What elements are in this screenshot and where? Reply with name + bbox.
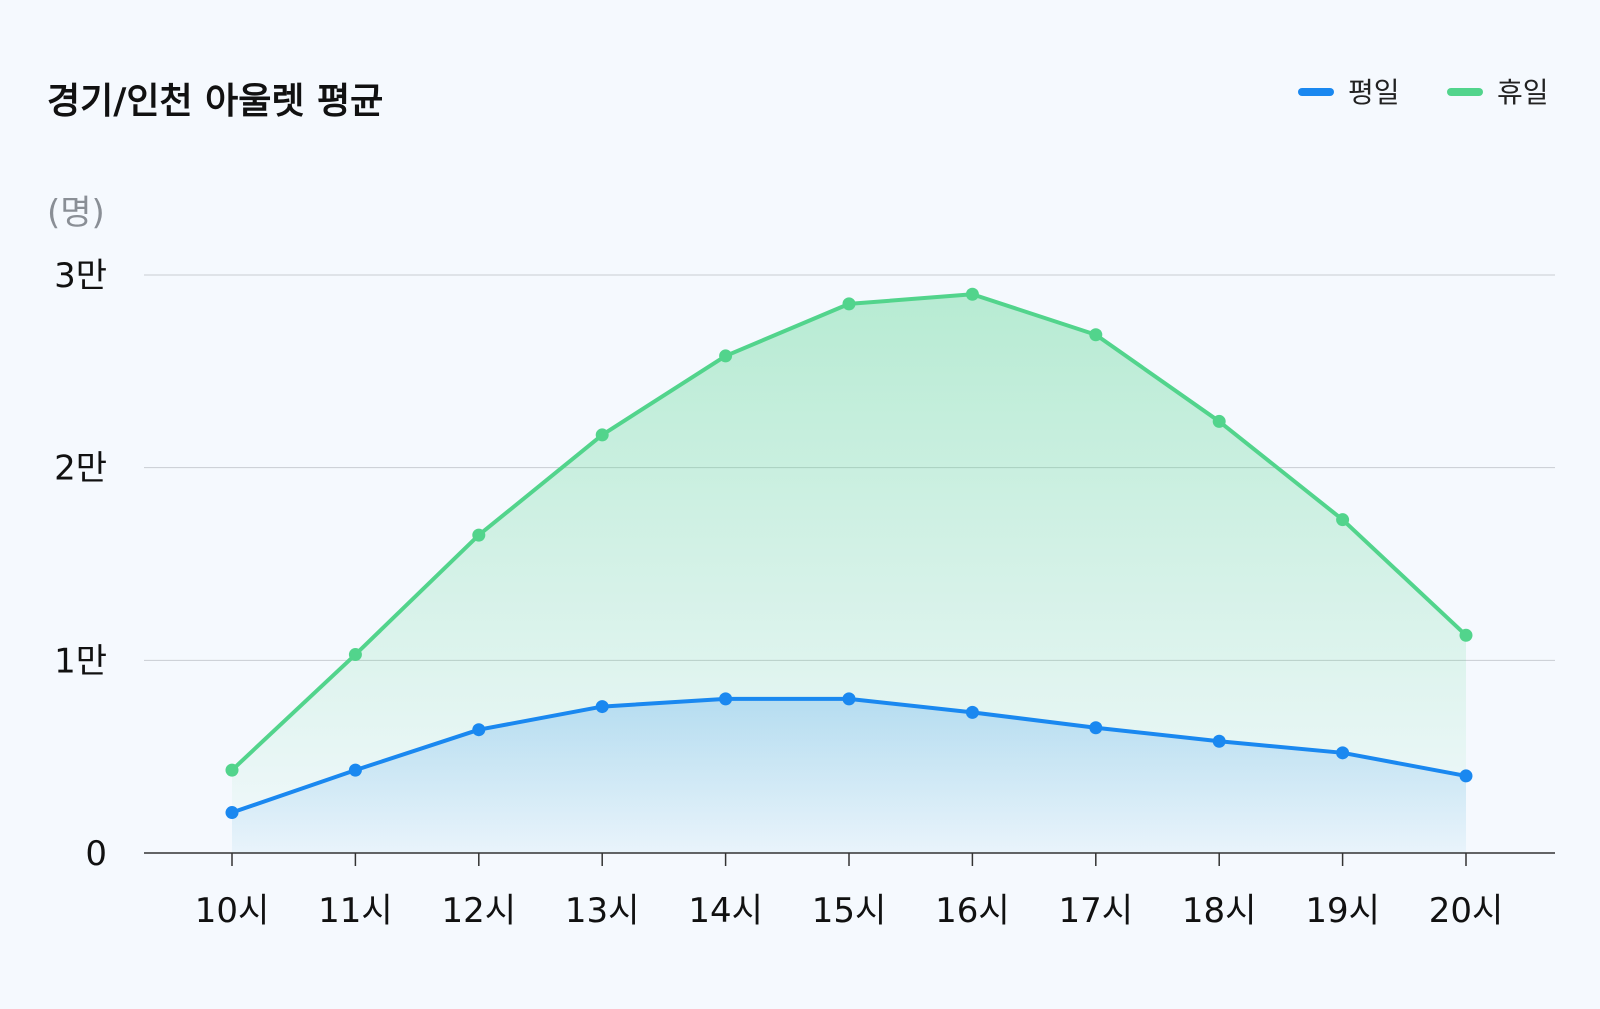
series-points — [225, 287, 1473, 820]
y-tick-label: 0 — [85, 834, 107, 874]
x-axis-ticks: 10시 11시 12시 13시 14시 15시 16시 17시 18시 19시 20시 — [195, 853, 1504, 931]
data-point-holiday — [595, 428, 609, 442]
data-point-weekday — [348, 763, 362, 777]
data-point-weekday — [1212, 734, 1226, 748]
data-point-holiday — [1459, 628, 1473, 642]
y-tick-label: 1만 — [54, 641, 107, 681]
data-point-holiday — [348, 648, 362, 662]
y-axis-unit-label: (명) — [47, 193, 105, 233]
data-point-holiday — [1336, 513, 1350, 527]
legend-swatch-weekday — [1298, 88, 1334, 96]
data-point-weekday — [1089, 721, 1103, 735]
x-tick-label: 10시 — [195, 891, 270, 931]
data-point-holiday — [472, 528, 486, 542]
x-tick-label: 20시 — [1429, 891, 1504, 931]
data-point-weekday — [225, 806, 239, 820]
data-point-holiday — [225, 763, 239, 777]
data-point-holiday — [719, 349, 733, 363]
y-tick-label: 2만 — [54, 449, 107, 489]
x-tick-label: 11시 — [318, 891, 393, 931]
data-point-holiday — [1089, 328, 1103, 342]
data-point-weekday — [1336, 746, 1350, 760]
x-tick-label: 18시 — [1182, 891, 1257, 931]
legend-swatch-holiday — [1447, 88, 1483, 96]
series-area-holiday — [232, 294, 1466, 853]
data-point-holiday — [1212, 414, 1226, 428]
legend: 평일 휴일 — [1298, 76, 1549, 109]
data-point-weekday — [1459, 769, 1473, 783]
series-areas — [232, 294, 1466, 853]
chart-title: 경기/인천 아울렛 평균 — [47, 81, 383, 122]
data-point-weekday — [965, 705, 979, 719]
series-area-weekday — [232, 698, 1466, 853]
x-tick-label: 16시 — [935, 891, 1010, 931]
data-point-weekday — [472, 723, 486, 737]
x-tick-label: 15시 — [812, 891, 887, 931]
x-tick-label: 17시 — [1059, 891, 1134, 931]
x-tick-label: 13시 — [565, 891, 640, 931]
legend-label-holiday: 휴일 — [1497, 76, 1549, 109]
x-tick-label: 12시 — [442, 891, 517, 931]
data-point-weekday — [719, 692, 733, 706]
legend-label-weekday: 평일 — [1348, 76, 1400, 109]
data-point-weekday — [595, 700, 609, 714]
y-axis-ticks: 0 1만 2만 3만 — [54, 256, 107, 874]
data-point-weekday — [842, 692, 856, 706]
y-tick-label: 3만 — [54, 256, 107, 296]
x-tick-label: 14시 — [688, 891, 763, 931]
x-tick-label: 19시 — [1305, 891, 1380, 931]
data-point-holiday — [965, 287, 979, 301]
data-point-holiday — [842, 297, 856, 311]
